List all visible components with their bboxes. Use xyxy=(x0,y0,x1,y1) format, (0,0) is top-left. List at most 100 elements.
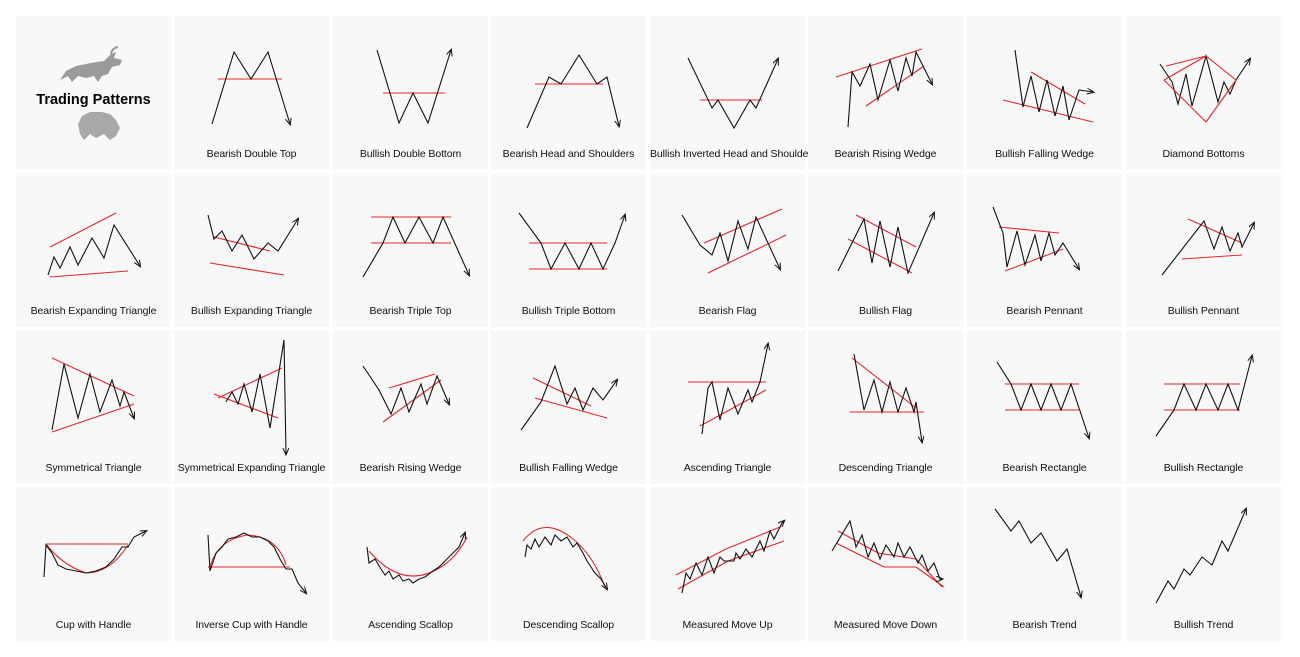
price-path xyxy=(1155,509,1246,604)
support-resistance-line xyxy=(382,379,442,423)
price-path xyxy=(1014,49,1093,121)
inverse-cup-with-handle-pattern xyxy=(207,532,329,641)
support-resistance-line xyxy=(1002,99,1094,123)
support-resistance-line xyxy=(1163,79,1207,123)
price-path xyxy=(681,214,780,269)
support-resistance-line xyxy=(1004,248,1064,272)
pattern-label: Symmetrical Expanding Triangle xyxy=(177,462,326,474)
price-path xyxy=(681,521,784,594)
price-path xyxy=(701,344,768,435)
pattern-cell: Bullish Double Bottom xyxy=(333,16,488,170)
support-resistance-line xyxy=(998,226,1060,234)
pattern-cell: Bearish Rising Wedge xyxy=(808,16,963,170)
pattern-label: Ascending Scallop xyxy=(368,619,453,631)
pattern-cell: Bearish Rectangle xyxy=(967,330,1122,484)
price-path xyxy=(1159,53,1250,107)
bullish-falling-wedge-pattern xyxy=(1002,49,1122,123)
pattern-label: Ascending Triangle xyxy=(683,462,772,474)
bullish-expanding-triangle-pattern xyxy=(207,214,329,276)
bearish-rising-wedge-pattern xyxy=(835,48,963,128)
bullish-falling-wedge-2-pattern xyxy=(520,364,646,431)
bearish-trend-pattern xyxy=(994,508,1122,641)
pattern-label: Bearish Trend xyxy=(1012,619,1077,631)
pattern-label: Descending Triangle xyxy=(838,462,933,474)
pattern-cell: Bullish Inverted Head and Shoulders xyxy=(650,16,817,170)
pattern-label: Bearish Double Top xyxy=(206,148,297,160)
symmetrical-expanding-triangle-pattern xyxy=(213,339,329,484)
price-path xyxy=(853,353,922,442)
measured-move-down-pattern xyxy=(831,519,945,588)
pattern-cell: Bearish Head and Shoulders xyxy=(491,16,646,170)
pattern-label: Bearish Flag xyxy=(698,305,757,317)
pattern-label: Bullish Flag xyxy=(858,305,913,317)
pattern-cell: Bearish Triple Top xyxy=(333,173,488,327)
support-resistance-line xyxy=(388,373,436,389)
trend-curve xyxy=(209,534,287,568)
bearish-expanding-triangle-pattern xyxy=(47,212,171,278)
price-path xyxy=(831,519,942,579)
trend-curve xyxy=(522,526,606,588)
pattern-cell: Measured Move Down xyxy=(808,487,963,641)
bear-icon xyxy=(78,112,120,140)
price-path xyxy=(51,363,134,431)
page-title: Trading Patterns xyxy=(36,92,151,108)
pattern-cell: Ascending Scallop xyxy=(333,487,488,641)
bull-icon xyxy=(60,46,122,82)
pattern-label: Bearish Rising Wedge xyxy=(359,462,462,474)
support-resistance-line xyxy=(213,236,271,252)
support-resistance-line xyxy=(877,552,917,560)
pattern-cell: Bullish Triple Bottom xyxy=(491,173,646,327)
pattern-label: Diamond Bottoms xyxy=(1162,148,1245,160)
pattern-cell: Bullish Trend xyxy=(1126,487,1281,641)
pattern-cell: Bullish Falling Wedge xyxy=(491,330,646,484)
pattern-cell: Bearish Expanding Triangle xyxy=(16,173,171,327)
pattern-label: Cup with Handle xyxy=(55,619,132,631)
pattern-label: Bullish Inverted Head and Shoulders xyxy=(650,148,817,160)
price-path xyxy=(1155,356,1252,437)
support-resistance-line xyxy=(49,270,129,278)
bearish-rising-wedge-2-pattern xyxy=(362,365,488,423)
price-path xyxy=(225,339,286,454)
price-path xyxy=(362,215,469,278)
support-resistance-line xyxy=(51,403,135,433)
support-resistance-line xyxy=(675,548,727,576)
pattern-label: Bearish Rectangle xyxy=(1002,462,1087,474)
pattern-cell: Descending Scallop xyxy=(491,487,646,641)
pattern-cell: Bullish Rectangle xyxy=(1126,330,1281,484)
support-resistance-line xyxy=(835,48,923,78)
bearish-flag-pattern xyxy=(681,208,787,274)
support-resistance-line xyxy=(1030,71,1086,105)
pattern-label: Symmetrical Triangle xyxy=(45,462,142,474)
support-resistance-line xyxy=(727,540,785,562)
pattern-label: Bullish Triple Bottom xyxy=(521,305,616,317)
support-resistance-line xyxy=(851,357,917,409)
pattern-label: Bearish Pennant xyxy=(1006,305,1083,317)
support-resistance-line xyxy=(865,65,925,107)
support-resistance-line xyxy=(707,234,787,274)
price-path xyxy=(362,365,449,416)
support-resistance-line xyxy=(1205,55,1237,81)
support-resistance-line xyxy=(51,357,135,397)
pattern-label: Bullish Trend xyxy=(1173,619,1234,631)
pattern-label: Bearish Head and Shoulders xyxy=(502,148,635,160)
support-resistance-line xyxy=(835,542,885,568)
pattern-cell: Bearish Double Top xyxy=(174,16,329,170)
pattern-label: Bearish Triple Top xyxy=(369,305,452,317)
price-path xyxy=(207,214,298,260)
price-path xyxy=(520,364,617,431)
price-path xyxy=(526,53,619,129)
pattern-cell: Bullish Flag xyxy=(808,173,963,327)
ascending-scallop-pattern xyxy=(366,487,468,584)
support-resistance-line xyxy=(1163,55,1207,81)
pattern-cell: Diamond Bottoms xyxy=(1126,16,1281,170)
bearish-rectangle-pattern xyxy=(996,361,1122,484)
pattern-label: Bearish Expanding Triangle xyxy=(30,305,157,317)
ascending-triangle-pattern xyxy=(688,330,805,435)
descending-scallop-pattern xyxy=(522,526,646,641)
pattern-label: Bullish Expanding Triangle xyxy=(190,305,313,317)
pattern-cell: Bearish Pennant xyxy=(967,173,1122,327)
support-resistance-line xyxy=(213,393,279,419)
pattern-label: Inverse Cup with Handle xyxy=(195,619,308,631)
pattern-label: Measured Move Up xyxy=(682,619,773,631)
pattern-label: Bullish Rectangle xyxy=(1163,462,1244,474)
